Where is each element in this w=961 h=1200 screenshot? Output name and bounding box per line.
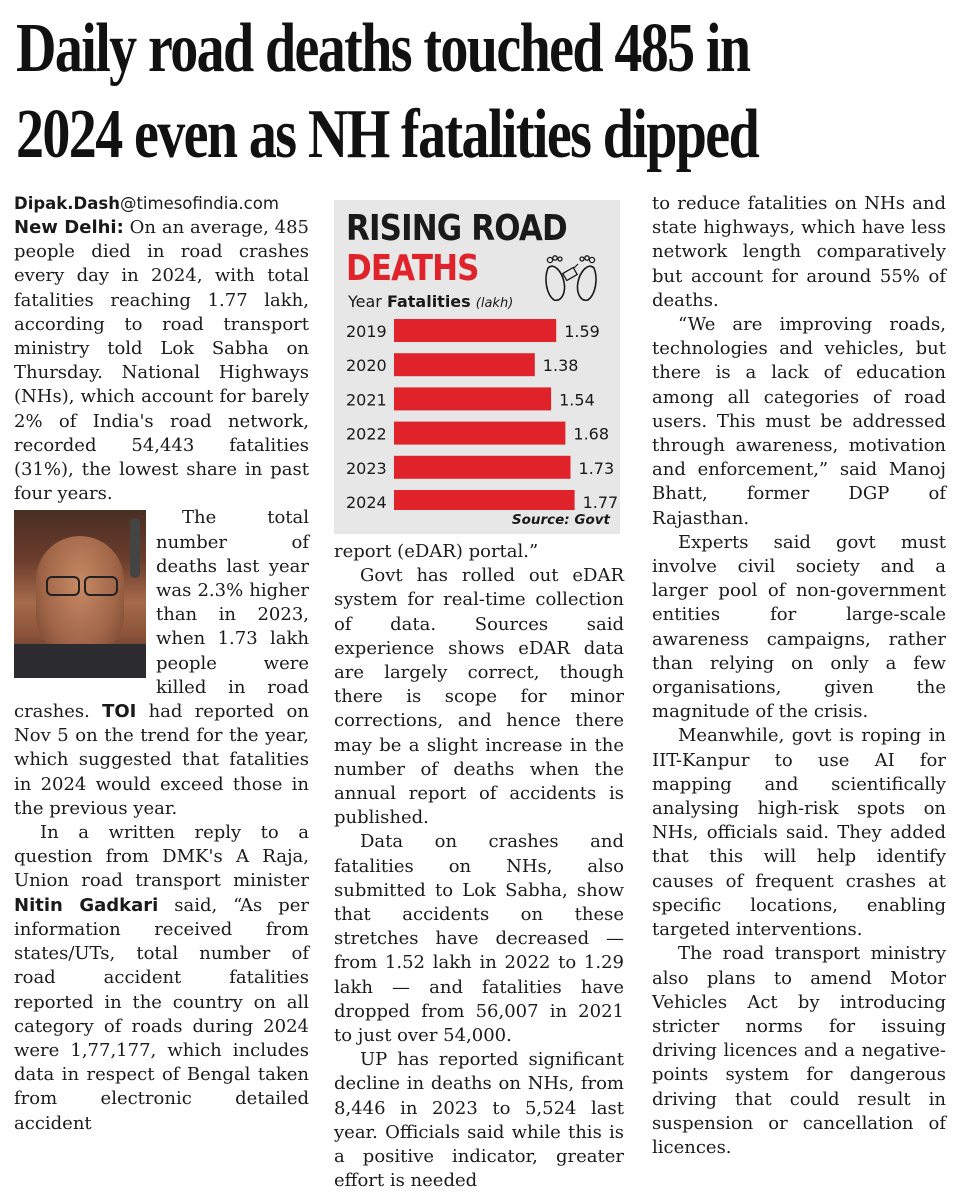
paragraph-2: The total number of deaths last year was… (14, 506, 309, 821)
year-label: 2023 (346, 459, 387, 478)
bar-value-label: 1.54 (559, 390, 595, 409)
chart-title-line-1: RISING ROAD (346, 208, 568, 249)
year-label: 2021 (346, 390, 387, 409)
paragraph-col3-4: The road transport ministry also plans t… (652, 943, 946, 1158)
paragraph-lead: New Delhi: On an average, 485 people die… (14, 216, 309, 506)
year-label: 2020 (346, 356, 387, 375)
byline-name: Dipak.Dash (14, 194, 120, 213)
photo-face (36, 536, 124, 657)
headline-line-1: Daily road deaths touched 485 in (16, 10, 751, 87)
chart-title-line-2: DEATHS (346, 248, 479, 289)
paragraph-col2-1: Govt has rolled out eDAR system for real… (334, 565, 624, 829)
fatalities-bar (394, 421, 566, 445)
column-3: to reduce fatalities on NHs and state hi… (652, 192, 946, 1160)
paragraph-col2-0: report (eDAR) portal.” (334, 541, 539, 562)
year-label: 2024 (346, 493, 387, 510)
paragraph-3-text: In a written reply to a question from DM… (14, 822, 309, 892)
gadkari-name: Nitin Gadkari (14, 894, 159, 916)
fatalities-bar (394, 319, 557, 342)
fatalities-bar (394, 387, 552, 411)
bar-chart-plot: 2019 1.59 2020 1.38 2021 1.54 2022 1.68 2023 1.73… (346, 319, 619, 510)
photo-spectacles-left (46, 576, 80, 597)
fatalities-bar (394, 490, 575, 510)
paragraph-3-rest: said, “As per information received from … (14, 894, 309, 1134)
bar-value-label: 1.59 (564, 322, 600, 341)
dateline: New Delhi: (14, 217, 124, 238)
feet-with-tag-icon (545, 255, 597, 302)
paragraph-col2-3: UP has reported significant decline in d… (334, 1049, 624, 1192)
photo-shirt (14, 644, 146, 679)
fatalities-bar (394, 455, 571, 479)
lead-text: On an average, 485 people died in road c… (14, 217, 309, 505)
paragraph-col3-2: Experts said govt must involve civil soc… (652, 531, 946, 723)
header-unit: (lakh) (475, 296, 514, 311)
bar-value-label: 1.38 (543, 356, 579, 375)
paragraph-col2-2: Data on crashes and fatalities on NHs, a… (334, 831, 624, 1047)
photo-spectacles-right (84, 576, 118, 597)
headline: Daily road deaths touched 485 in 2024 ev… (16, 6, 760, 178)
bar-value-label: 1.73 (579, 459, 615, 478)
rising-road-deaths-chart: RISING ROAD DEATHS Year Fatalities (lakh… (334, 200, 620, 534)
bar-value-label: 1.77 (583, 493, 619, 510)
toi-mention: TOI (102, 701, 137, 723)
column-1: Dipak.Dash@timesofindia.com New Delhi: O… (14, 192, 309, 1136)
column-2: report (eDAR) portal.” Govt has rolled o… (334, 540, 624, 1193)
bar-value-label: 1.68 (573, 425, 609, 444)
byline-email-domain[interactable]: @timesofindia.com (119, 194, 279, 213)
year-label: 2022 (346, 425, 387, 444)
chart-source: Source: Govt (511, 512, 610, 528)
chart-column-headers: Year Fatalities (lakh) (348, 292, 513, 311)
paragraph-2-rest: had reported on Nov 5 on the trend for t… (14, 701, 309, 819)
photo-microphone (130, 518, 140, 579)
paragraph-col3-0: to reduce fatalities on NHs and state hi… (652, 193, 946, 311)
header-fatalities: Fatalities (386, 292, 471, 311)
year-label: 2019 (346, 322, 387, 341)
paragraph-2-text: The total number of deaths last year was… (14, 507, 309, 723)
paragraph-col3-3: Meanwhile, govt is roping in IIT-Kanpur … (652, 725, 946, 941)
paragraph-col3-1: “We are improving roads, technologies an… (652, 314, 946, 529)
header-year: Year (348, 292, 382, 311)
minister-photo (14, 510, 146, 679)
byline: Dipak.Dash@timesofindia.com (14, 192, 309, 216)
paragraph-3: In a written reply to a question from DM… (14, 821, 309, 1136)
fatalities-bar (394, 353, 535, 377)
headline-line-2: 2024 even as NH fatalities dipped (16, 96, 760, 173)
